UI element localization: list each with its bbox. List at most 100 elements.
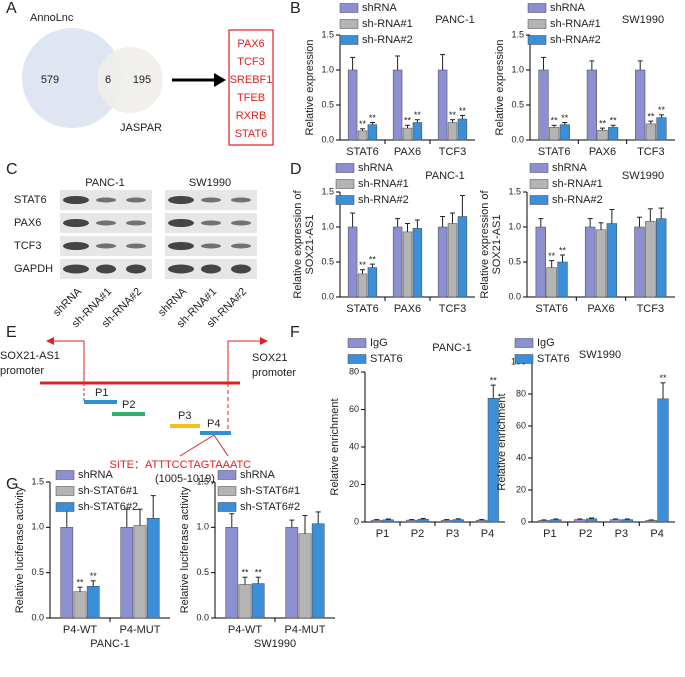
arrow-head [260, 337, 268, 345]
legend-label: shRNA [550, 2, 586, 14]
legend-swatch [347, 354, 367, 364]
y-tick-label: 20 [349, 479, 359, 489]
band [231, 243, 251, 249]
bar [371, 519, 383, 523]
y-axis-label: Relative expression of [479, 189, 491, 298]
significance: ** [255, 568, 263, 578]
bar [402, 127, 413, 141]
significance: ** [559, 245, 567, 255]
promoter-label: promoter [252, 367, 296, 379]
y-tick-label: 40 [349, 441, 359, 451]
bar [447, 223, 458, 298]
significance: ** [490, 376, 498, 386]
x-tick-label: P4-WT [63, 624, 98, 636]
legend-swatch [335, 163, 355, 173]
band [126, 220, 146, 226]
legend-label: sh-STAT6#1 [78, 485, 138, 497]
legend-label: sh-STAT6#2 [240, 501, 300, 513]
y-axis-label: Relative expression of [292, 189, 304, 298]
pointer [179, 434, 215, 457]
x-tick-label: TCF3 [439, 146, 467, 158]
y-tick-label: 1.5 [508, 186, 521, 196]
bar [357, 273, 368, 298]
chart-title: SW1990 [622, 14, 664, 26]
significance: ** [610, 116, 618, 126]
legend-label: STAT6 [537, 353, 570, 365]
bar [457, 216, 468, 298]
gene: RXRB [236, 110, 267, 122]
bar [311, 523, 325, 619]
y-tick-label: 0.0 [508, 291, 521, 301]
band [168, 196, 194, 204]
bar [645, 123, 656, 141]
protein-label: TCF3 [14, 240, 42, 252]
y-axis-label: Relative expression [304, 40, 316, 136]
x-tick-label: PAX6 [587, 303, 614, 315]
significance: ** [90, 571, 98, 581]
bar [412, 228, 423, 298]
significance: ** [369, 254, 377, 264]
bar [402, 231, 413, 298]
panel-label: D [290, 161, 302, 178]
x-tick-label: P1 [543, 528, 556, 540]
venn-count: 6 [105, 74, 111, 86]
bar [225, 527, 239, 619]
bar [557, 261, 568, 298]
x-tick-label: TCF3 [637, 303, 665, 315]
bar [538, 520, 550, 523]
y-tick-label: 1.0 [321, 64, 334, 74]
band [201, 243, 221, 249]
panel-label: E [6, 324, 17, 341]
x-tick-label: STAT6 [538, 146, 571, 158]
fragment-label: P4 [207, 418, 220, 430]
bar [392, 69, 403, 141]
gene: SREBF1 [230, 74, 273, 86]
bar [406, 519, 418, 523]
x-tick-label: PAX6 [394, 303, 421, 315]
bar [645, 221, 656, 298]
band [63, 196, 89, 204]
bar [298, 533, 312, 619]
legend-label: sh-RNA#2 [362, 34, 413, 46]
venn-left [22, 28, 122, 128]
bar [120, 527, 134, 619]
legend-label: sh-RNA#2 [550, 34, 601, 46]
pointer [213, 434, 229, 457]
site-sequence: ATTTCCTAGTAAATC [145, 459, 251, 471]
arrow-head [214, 73, 226, 87]
bar [546, 267, 557, 298]
y-tick-label: 0.5 [511, 99, 524, 109]
bar [635, 69, 646, 141]
legend-label: sh-STAT6#2 [78, 501, 138, 513]
significance: ** [414, 110, 422, 120]
panel-label: F [290, 324, 300, 341]
y-tick-label: 0.5 [321, 256, 334, 266]
bar [586, 69, 597, 141]
bar [357, 130, 368, 141]
y-tick-label: 1.0 [31, 522, 44, 532]
bar [452, 519, 464, 523]
significance: ** [369, 113, 377, 123]
x-tick-label: P4-WT [228, 624, 263, 636]
band [126, 243, 146, 249]
x-axis-label: SW1990 [254, 638, 296, 650]
bar [133, 525, 147, 619]
legend-label: sh-RNA#2 [358, 194, 409, 206]
protein-label: GAPDH [14, 263, 53, 275]
promoter-label: SOX21-AS1 [0, 350, 60, 362]
band [96, 197, 116, 203]
significance: ** [76, 578, 84, 588]
x-tick-label: P4-MUT [120, 624, 161, 636]
bar [367, 267, 378, 298]
y-axis-label: Relative enrichment [496, 393, 508, 490]
chart-title: PANC-1 [425, 170, 465, 182]
bar [585, 518, 598, 523]
legend-swatch [217, 486, 237, 496]
y-tick-label: 0.0 [196, 612, 209, 622]
bar [621, 519, 633, 523]
significance: ** [449, 110, 457, 120]
legend-swatch [347, 338, 367, 348]
y-tick-label: 0.5 [508, 256, 521, 266]
significance: ** [459, 106, 467, 116]
